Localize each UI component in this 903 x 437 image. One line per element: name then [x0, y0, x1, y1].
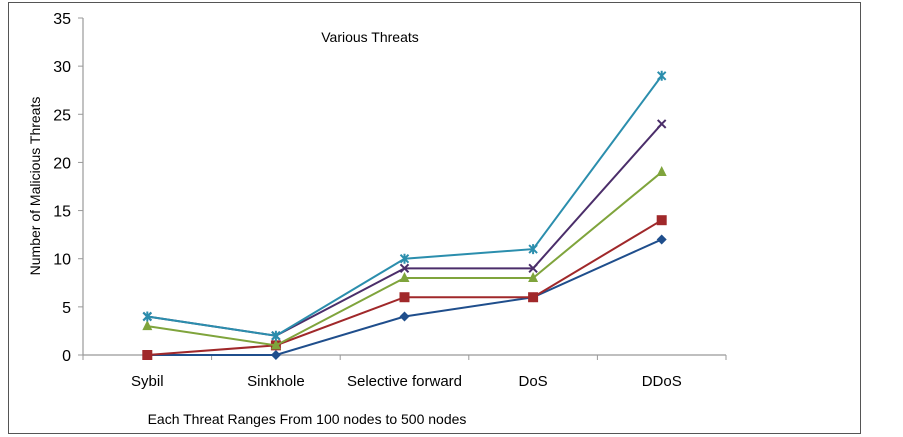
- data-point: [656, 70, 667, 81]
- data-point: [656, 215, 667, 226]
- y-axis-label: Number of Malicious Threats: [27, 97, 43, 276]
- y-tick-label: 5: [62, 300, 71, 317]
- data-point: [528, 244, 538, 255]
- data-point: [399, 311, 410, 322]
- x-tick-label: DDoS: [642, 373, 682, 390]
- chart-frame: [8, 2, 861, 434]
- x-tick-label: DoS: [519, 373, 548, 390]
- data-point: [656, 234, 667, 245]
- data-point: [399, 263, 410, 274]
- data-point: [656, 119, 667, 129]
- data-point: [270, 339, 281, 350]
- series-300-nodes: [142, 166, 667, 350]
- data-point: [399, 292, 410, 303]
- series-500-nodes: [142, 70, 667, 341]
- data-point: [528, 263, 538, 274]
- x-tick-label: Selective forward: [347, 373, 462, 390]
- y-tick-label: 20: [53, 155, 71, 172]
- data-point: [270, 350, 281, 360]
- series-line: [147, 123, 663, 337]
- data-point: [399, 253, 410, 264]
- x-tick-label: Sinkhole: [247, 373, 305, 390]
- series-200-nodes: [142, 215, 667, 360]
- chart-title: Various Threats: [321, 29, 419, 45]
- y-tick-label: 35: [53, 11, 71, 28]
- data-point: [656, 166, 667, 177]
- data-point: [142, 350, 153, 360]
- data-point: [528, 292, 539, 303]
- y-tick-label: 10: [53, 252, 71, 269]
- x-tick-label: Sybil: [131, 373, 164, 390]
- y-tick-label: 25: [53, 107, 71, 124]
- series-400-nodes: [142, 119, 667, 341]
- y-tick-label: 0: [62, 348, 71, 365]
- data-point: [142, 311, 153, 322]
- y-tick-label: 15: [53, 204, 71, 221]
- data-point: [271, 330, 281, 341]
- y-tick-label: 30: [53, 59, 71, 76]
- data-point: [528, 271, 539, 282]
- x-axis-label: Each Threat Ranges From 100 nodes to 500…: [148, 411, 467, 427]
- data-point: [399, 271, 410, 282]
- series-line: [147, 219, 663, 356]
- data-point: [142, 320, 153, 331]
